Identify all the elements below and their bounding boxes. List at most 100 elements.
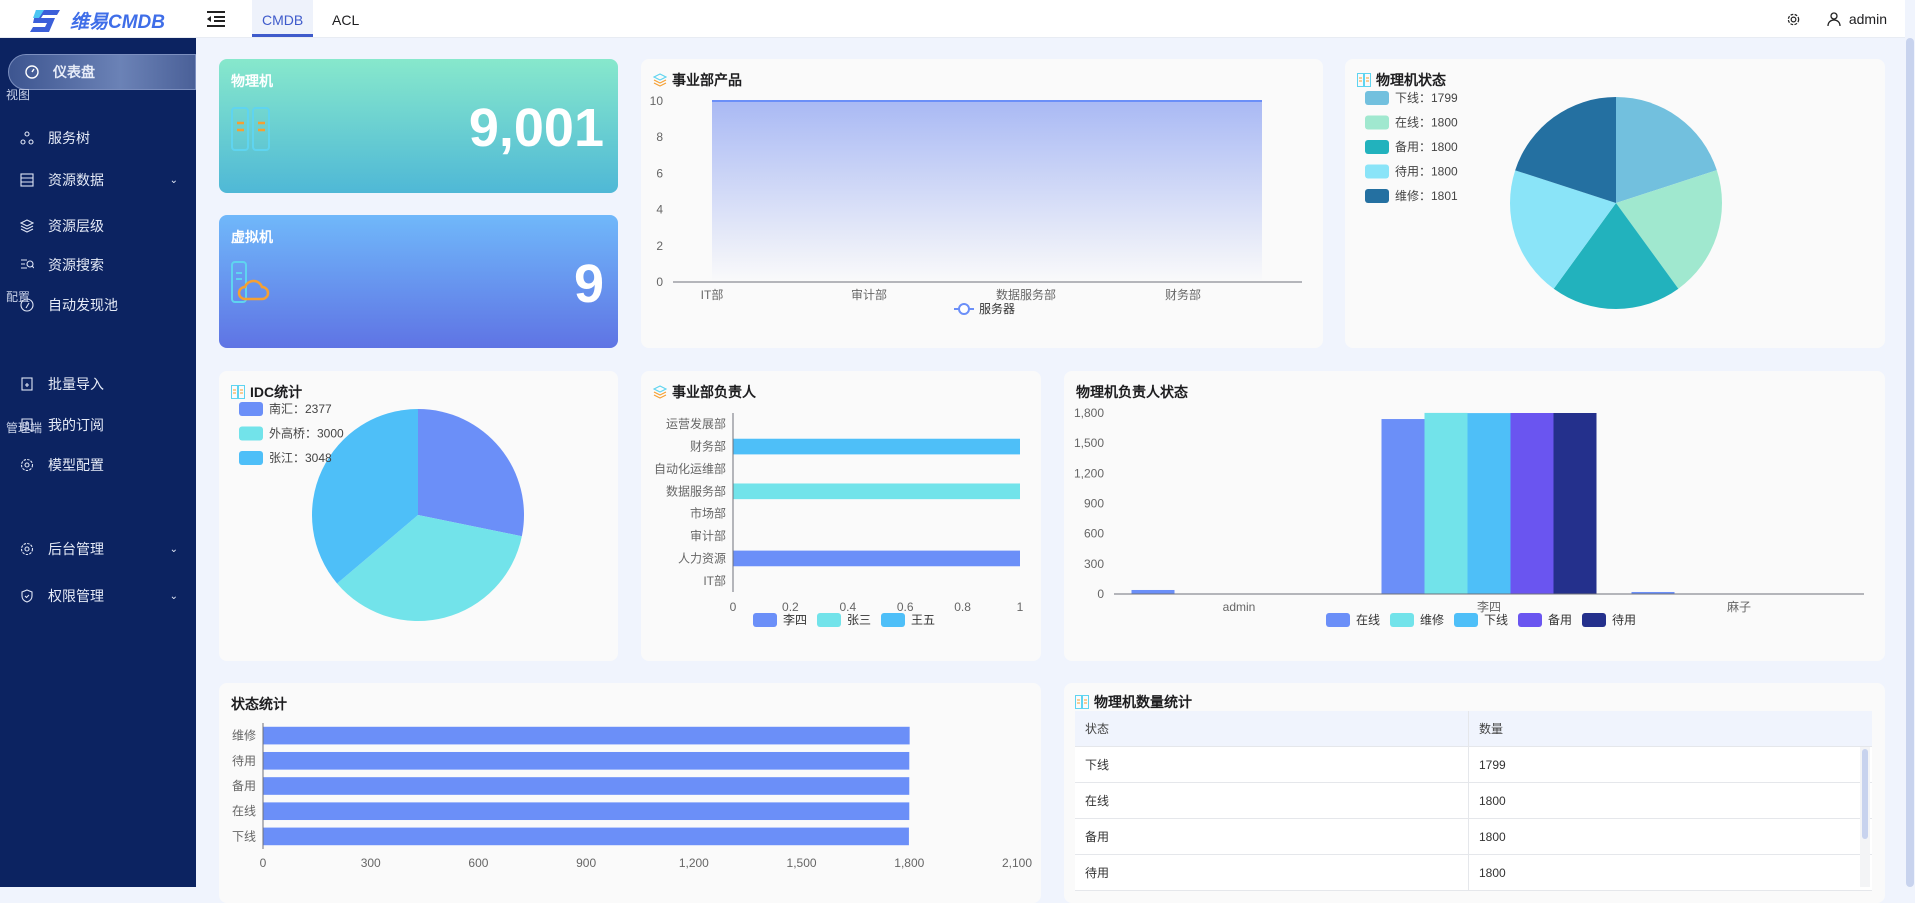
bar-麻子-在线 [1631,591,1675,594]
x-tick-label: 1,500 [787,856,817,870]
x-tick-label: 300 [361,856,381,870]
y-tick-label: 1,500 [1074,436,1104,450]
legend-label: 李四 [783,612,807,627]
chart-svg: IT部 人力资源 审计部 市场部 数据服务部 自动化运维部 财务部 运营发展部 0 0.2 0.4 0… [654,413,1024,627]
legend-swatch [1365,91,1389,105]
sidebar-item-0-0[interactable]: 服务树 [0,120,196,156]
virtual-machine-card[interactable]: 虚拟机 9 [219,215,618,348]
bar-人力资源 [733,550,1020,567]
sidebar-item-2-0[interactable]: 后台管理 ⌄ [0,531,196,567]
sidebar-item-label: 我的订阅 [48,417,104,433]
sidebar-item-label: 后台管理 [48,541,104,557]
sidebar-item-1-2[interactable]: 模型配置 [0,447,196,483]
legend-swatch [1365,164,1389,179]
stat-label: 物理机 [231,73,273,89]
legend-swatch [1365,140,1389,154]
x-tick-label: 财务部 [1165,287,1201,302]
logo[interactable]: 维易CMDB [30,7,165,34]
stat-value: 9,001 [468,98,604,158]
legend-swatch [1390,613,1414,627]
page-scrollbar[interactable] [1905,0,1915,887]
sidebar-item-1-0[interactable]: 批量导入 [0,366,196,402]
status-stats-card: 下线 在线 备用 待用 维修 0 300 600 900 1,200 1,500 1,800 2,100… [219,683,1041,903]
y-tick-label: 0 [1097,587,1104,601]
card-title-text: 事业部产品 [672,72,742,88]
bookmark-icon [21,418,33,432]
sidebar-item-label: 批量导入 [48,376,104,392]
y-tick-label: 1,800 [1074,406,1104,420]
card-title-text: 物理机负责人状态 [1076,384,1188,400]
legend-label: 备用 [1548,613,1572,627]
sidebar-item-2-1[interactable]: 权限管理 ⌄ [0,578,196,614]
table-row[interactable]: 下线 1799 [1075,747,1872,783]
sidebar-item-label: 资源搜索 [48,257,104,273]
sidebar-item-0-3[interactable]: 资源搜索 [0,247,196,283]
x-tick-label: 数据服务部 [996,287,1056,302]
y-tick-label: 运营发展部 [666,416,726,431]
gear-icon[interactable] [1786,12,1801,27]
x-tick-label: 1,200 [679,856,709,870]
sidebar: 仪表盘 视图服务树资源数据 ⌄ 资源层级资源搜索自动发现池 配置批量导入我的订阅模型配… [0,38,196,887]
x-tick-label: 1 [1017,600,1024,614]
table-row[interactable]: 待用 1800 [1075,855,1872,891]
card-title-text: 状态统计 [231,696,287,712]
table-row[interactable]: 备用 1800 [1075,819,1872,855]
y-tick-label: 在线 [232,804,256,818]
tab-acl[interactable]: ACL [332,12,360,28]
legend-label: 下线 [1484,613,1508,627]
search-list-icon [21,259,34,269]
x-tick-label: 0.2 [782,600,799,614]
status-cell: 在线 [1075,783,1469,818]
stat-label: 虚拟机 [231,229,273,245]
legend-swatch [1582,613,1606,627]
model-gear-icon [20,458,34,472]
card-title-text: IDC统计 [250,384,303,400]
y-tick-label: 900 [1084,497,1104,511]
sidebar-item-0-1[interactable]: 资源数据 ⌄ [0,162,196,198]
bar-admin-在线 [1131,589,1175,594]
status-cell: 下线 [1075,747,1469,782]
sidebar-item-dashboard[interactable]: 仪表盘 [8,54,196,90]
x-tick-label: 2,100 [1002,856,1032,870]
legend-swatch [1365,189,1389,203]
bar-财务部 [733,438,1020,455]
menu-fold-icon[interactable] [206,10,226,28]
card-title: 状态统计 [231,694,287,714]
server-icon [1357,73,1371,87]
table-scrollbar[interactable] [1860,747,1870,887]
legend-swatch [753,613,777,627]
table-row[interactable]: 在线 1800 [1075,783,1872,819]
y-tick-label: 人力资源 [678,551,726,565]
sidebar-group-label: 视图 [6,88,31,102]
table-header: 状态 数量 [1075,711,1872,747]
chevron-down-icon[interactable]: ⌄ [169,543,178,555]
x-tick-label: admin [1223,600,1256,614]
import-icon [21,377,33,391]
physical-count-card: 物理机数量统计 状态 数量 下线 1799 在线 1800 备用 1800 待用 1800 [1064,683,1885,903]
user-menu[interactable]: admin [1827,11,1887,27]
sidebar-group-label: 配置 [6,290,31,304]
physical-machine-card[interactable]: 物理机 9,001 [219,59,618,193]
count-cell: 1800 [1479,830,1506,844]
pie-slice-张江 [312,409,418,584]
sidebar-item-0-4[interactable]: 自动发现池 [0,287,196,323]
legend-label: 服务器 [979,301,1015,316]
x-tick-label: 0 [260,856,267,870]
dept-owner-card: IT部 人力资源 审计部 市场部 数据服务部 自动化运维部 财务部 运营发展部 0 0.2 0.4 0… [641,371,1041,661]
pie-slice-南汇 [418,409,524,537]
sidebar-item-0-2[interactable]: 资源层级 [0,208,196,244]
y-tick-label: 财务部 [690,439,726,454]
cluster-icon [20,131,34,145]
chevron-down-icon[interactable]: ⌄ [169,174,178,186]
column-header-count[interactable]: 数量 [1479,722,1504,736]
legend-swatch [1454,613,1478,627]
chevron-down-icon[interactable]: ⌄ [169,590,178,602]
x-tick-label: 900 [576,856,596,870]
card-title-text: 事业部负责人 [672,384,756,400]
compass-icon [20,298,34,312]
tab-cmdb[interactable]: CMDB [252,0,314,37]
legend-swatch [239,426,263,441]
sidebar-item-1-1[interactable]: 我的订阅 [0,407,196,443]
legend-swatch [881,613,905,627]
column-header-status[interactable]: 状态 [1075,711,1469,746]
